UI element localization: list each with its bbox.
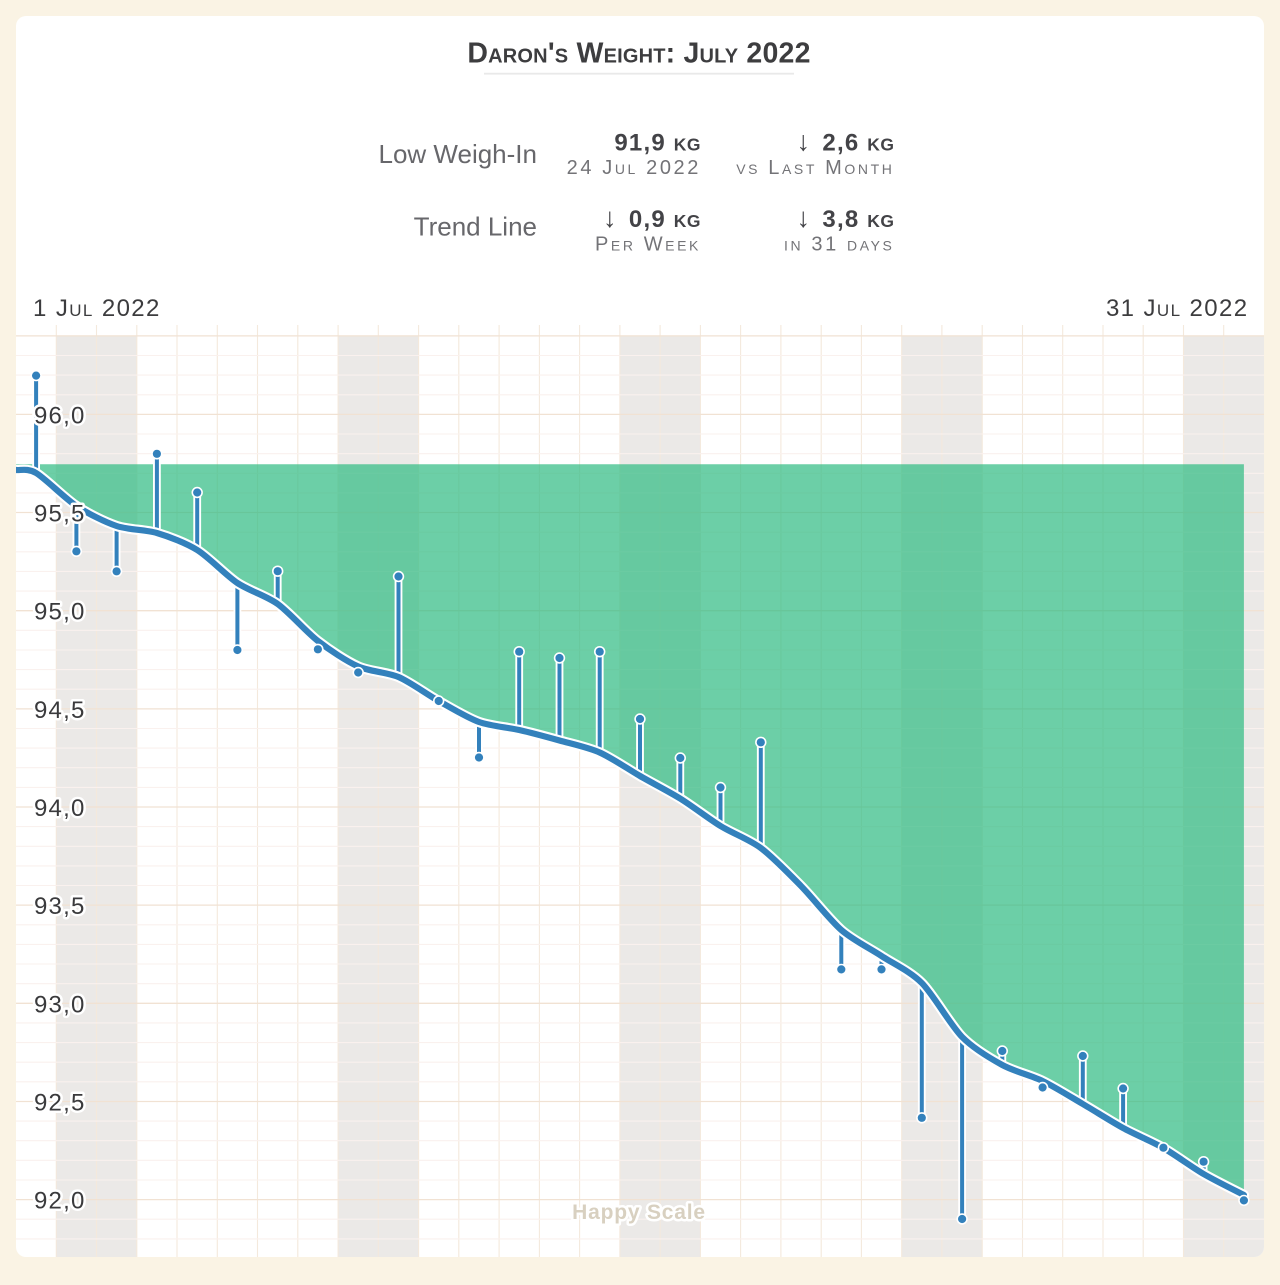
svg-text:in 31 days: in 31 days — [784, 234, 894, 256]
svg-text:92,0: 92,0 — [34, 1188, 86, 1215]
svg-text:Per Week: Per Week — [595, 234, 701, 256]
svg-text:94,5: 94,5 — [34, 697, 86, 724]
svg-text:95,5: 95,5 — [34, 501, 86, 528]
svg-text:94,0: 94,0 — [34, 795, 86, 822]
svg-text:96,0: 96,0 — [34, 402, 86, 429]
svg-text:Daron's Weight: July 2022: Daron's Weight: July 2022 — [467, 38, 810, 70]
svg-text:92,5: 92,5 — [34, 1090, 86, 1117]
svg-text:95,0: 95,0 — [34, 599, 86, 626]
svg-text:91,9 KG: 91,9 KG — [614, 130, 701, 157]
svg-text:93,0: 93,0 — [34, 991, 86, 1018]
svg-text:24 Jul 2022: 24 Jul 2022 — [567, 157, 701, 179]
svg-text:vs Last Month: vs Last Month — [736, 157, 894, 179]
svg-text:31 Jul 2022: 31 Jul 2022 — [1106, 295, 1249, 322]
svg-text:Low Weigh-In: Low Weigh-In — [379, 139, 538, 169]
svg-text:93,5: 93,5 — [34, 893, 86, 920]
svg-text:1 Jul 2022: 1 Jul 2022 — [33, 295, 161, 322]
svg-text:Happy Scale: Happy Scale — [572, 1201, 706, 1224]
svg-text:Trend Line: Trend Line — [414, 212, 537, 242]
